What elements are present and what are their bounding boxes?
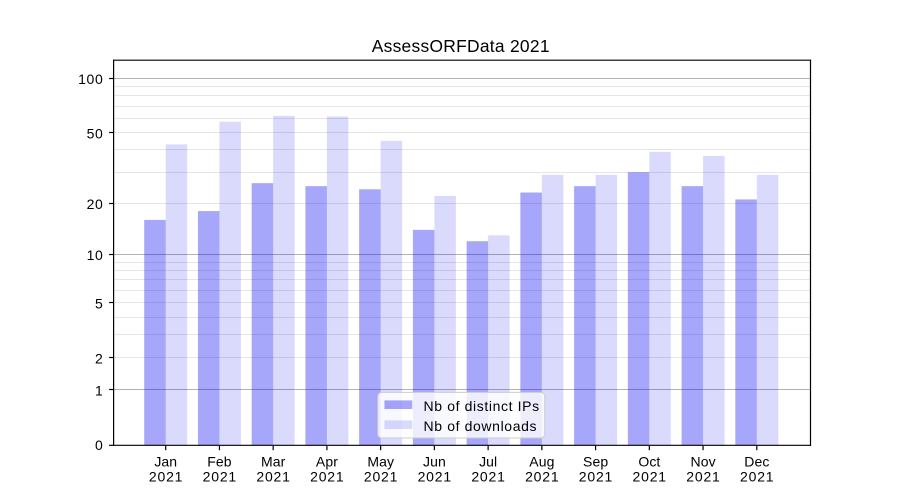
svg-text:Apr: Apr	[316, 453, 338, 469]
svg-text:2021: 2021	[686, 469, 720, 485]
svg-text:Jan: Jan	[154, 453, 177, 469]
svg-text:Nb of distinct IPs: Nb of distinct IPs	[424, 398, 540, 414]
svg-text:Nov: Nov	[691, 453, 716, 469]
svg-text:2021: 2021	[310, 469, 344, 485]
svg-text:50: 50	[87, 125, 104, 141]
svg-text:Jun: Jun	[423, 453, 446, 469]
svg-text:2021: 2021	[633, 469, 667, 485]
svg-text:2021: 2021	[364, 469, 398, 485]
svg-text:0: 0	[95, 437, 103, 453]
svg-text:Oct: Oct	[638, 453, 660, 469]
svg-text:100: 100	[78, 71, 103, 87]
svg-text:AssessORFData 2021: AssessORFData 2021	[372, 36, 550, 56]
svg-text:20: 20	[87, 196, 104, 212]
svg-text:Dec: Dec	[744, 453, 769, 469]
svg-text:2: 2	[95, 350, 103, 366]
svg-text:2021: 2021	[256, 469, 290, 485]
svg-text:2021: 2021	[525, 469, 559, 485]
svg-text:10: 10	[87, 247, 104, 263]
svg-text:Feb: Feb	[207, 453, 232, 469]
svg-text:2021: 2021	[740, 469, 774, 485]
svg-text:1: 1	[95, 383, 103, 399]
svg-text:Sep: Sep	[583, 453, 608, 469]
svg-text:2021: 2021	[149, 469, 183, 485]
svg-text:Aug: Aug	[529, 453, 554, 469]
svg-text:2021: 2021	[418, 469, 452, 485]
svg-text:2021: 2021	[471, 469, 505, 485]
svg-text:Nb of downloads: Nb of downloads	[424, 418, 538, 434]
svg-text:May: May	[367, 453, 394, 469]
svg-text:2021: 2021	[203, 469, 237, 485]
svg-text:5: 5	[95, 295, 103, 311]
svg-text:Mar: Mar	[261, 453, 286, 469]
svg-text:Jul: Jul	[479, 453, 497, 469]
svg-text:2021: 2021	[579, 469, 613, 485]
